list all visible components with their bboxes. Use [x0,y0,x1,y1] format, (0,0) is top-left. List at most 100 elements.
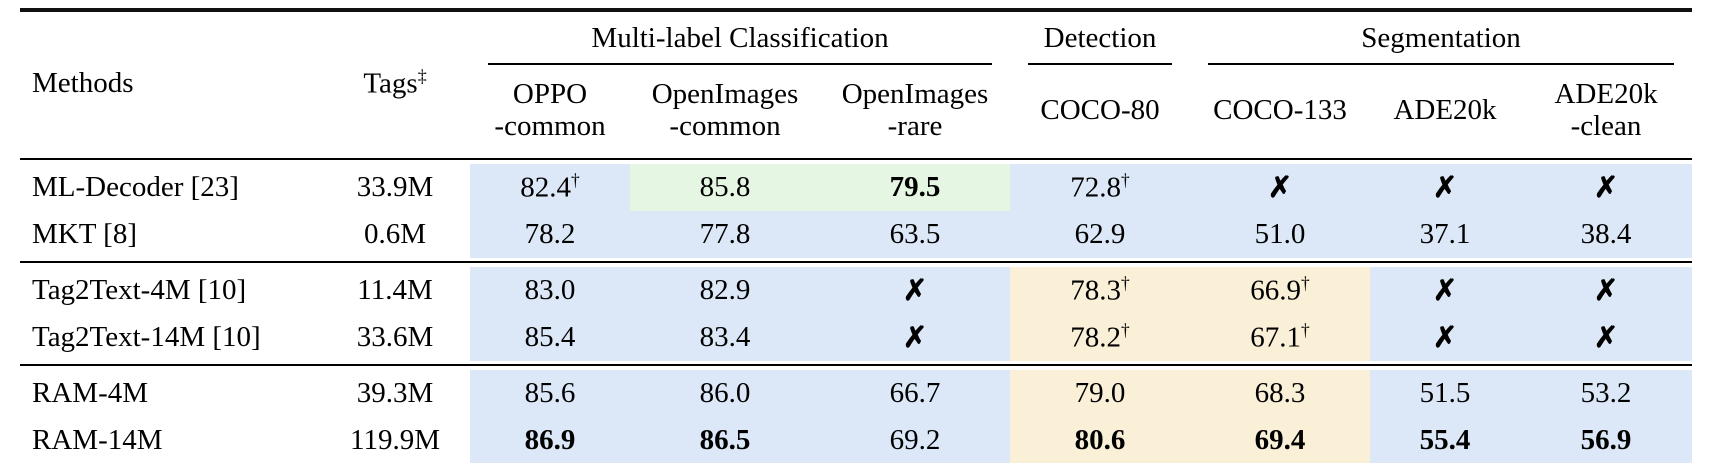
score-cell: ✗ [1370,314,1521,361]
group-header-segmentation: Segmentation [1190,12,1692,65]
score-cell: 86.5 [630,417,820,463]
group-label: Multi-label Classification [591,22,889,54]
score-cell: ✗ [1370,164,1521,211]
score-cell: 53.2 [1520,370,1693,417]
dagger-superscript: † [571,170,580,191]
score-cell: 80.6 [1010,417,1191,463]
cross-mark: ✗ [1432,172,1458,204]
score-cell: 55.4 [1370,417,1521,463]
methods-header-label: Methods [32,67,134,99]
double-dagger-superscript: ‡ [417,66,427,87]
group-label-with-rule: Segmentation [1208,22,1675,65]
tags-cell: 33.9M [356,171,434,203]
score-cell: ✗ [1520,267,1693,314]
score-cell: 83.4 [630,314,820,361]
method-cell: RAM-4M [32,377,149,409]
score-cell: 79.5 [820,164,1011,211]
score-cell: 85.4 [470,314,630,361]
benchmark-results-table: Methods Tags‡ Multi-label Classification… [20,8,1693,463]
method-cell: MKT [8] [32,218,137,250]
cross-mark: ✗ [1432,275,1458,307]
column-header-ade20k: ADE20k [1393,93,1497,126]
cross-mark: ✗ [1593,275,1619,307]
score-cell: ✗ [1520,314,1693,361]
score-cell: 67.1† [1190,314,1371,361]
cross-mark: ✗ [902,275,928,307]
score-cell: 37.1 [1370,211,1521,258]
score-cell: ✗ [1370,267,1521,314]
score-cell: 82.9 [630,267,820,314]
column-header-openimages-common: OpenImages -common [651,77,799,142]
column-header-oppo-common: OPPO -common [494,77,606,142]
score-cell: ✗ [820,267,1011,314]
column-header-coco-80: COCO-80 [1040,93,1160,126]
method-cell: ML-Decoder [23] [32,171,239,203]
score-cell: 78.2† [1010,314,1191,361]
table-row-tag2text-4m: Tag2Text-4M [10] 11.4M 83.0 82.9 ✗ 78.3†… [20,267,1693,314]
group-header-row: Methods Tags‡ Multi-label Classification… [20,12,1692,100]
score-cell: 79.0 [1010,370,1191,417]
tags-cell: 11.4M [357,274,433,306]
score-cell: 56.9 [1520,417,1693,463]
column-header-coco-133: COCO-133 [1213,93,1347,126]
score-cell: 51.0 [1190,211,1371,258]
cross-mark: ✗ [1593,172,1619,204]
cross-mark: ✗ [1267,172,1293,204]
header-body-rule [20,155,1693,164]
score-cell: 83.0 [470,267,630,314]
score-cell: 85.8 [630,164,820,211]
score-cell: 66.9† [1190,267,1371,314]
column-header-methods: Methods [20,12,320,155]
column-header-tags: Tags‡ [320,12,470,155]
table-row-ram-14m: RAM-14M 119.9M 86.9 86.5 69.2 80.6 69.4 … [20,417,1693,463]
cross-mark: ✗ [902,322,928,354]
tags-cell: 39.3M [356,377,434,409]
table-header: Methods Tags‡ Multi-label Classification… [20,12,1692,155]
group-label-with-rule: Detection [1028,22,1173,65]
cross-mark: ✗ [1593,322,1619,354]
tags-cell: 33.6M [356,321,434,353]
table-row-tag2text-14m: Tag2Text-14M [10] 33.6M 85.4 83.4 ✗ 78.2… [20,314,1693,361]
section-rule [20,258,1693,267]
tags-cell: 119.9M [350,424,440,456]
table-row-ram-4m: RAM-4M 39.3M 85.6 86.0 66.7 79.0 68.3 51… [20,370,1693,417]
score-cell: 51.5 [1370,370,1521,417]
dagger-superscript: † [1121,273,1130,294]
score-cell: ✗ [820,314,1011,361]
method-cell: Tag2Text-14M [10] [32,321,261,353]
score-cell: 38.4 [1520,211,1693,258]
score-cell: 69.4 [1190,417,1371,463]
score-cell: 86.9 [470,417,630,463]
group-label: Segmentation [1361,22,1521,54]
score-cell: ✗ [1520,164,1693,211]
table-row-ml-decoder: ML-Decoder [23] 33.9M 82.4† 85.8 79.5 72… [20,164,1693,211]
group-label-with-rule: Multi-label Classification [488,22,993,65]
table-row-mkt: MKT [8] 0.6M 78.2 77.8 63.5 62.9 51.0 37… [20,211,1693,258]
score-cell: 63.5 [820,211,1011,258]
score-cell: ✗ [1190,164,1371,211]
score-cell: 69.2 [820,417,1011,463]
column-header-openimages-rare: OpenImages -rare [841,77,989,142]
score-cell: 66.7 [820,370,1011,417]
method-cell: Tag2Text-4M [10] [32,274,247,306]
tags-cell: 0.6M [363,218,427,250]
group-header-detection: Detection [1010,12,1190,65]
score-cell: 78.3† [1010,267,1191,314]
method-cell: RAM-14M [32,424,163,456]
score-cell: 78.2 [470,211,630,258]
dagger-superscript: † [1121,170,1130,191]
score-cell: 68.3 [1190,370,1371,417]
group-label: Detection [1043,22,1157,54]
score-cell: 72.8† [1010,164,1191,211]
group-header-multilabel-classification: Multi-label Classification [470,12,1010,65]
section-rule [20,361,1693,370]
dagger-superscript: † [1301,273,1310,294]
cross-mark: ✗ [1432,322,1458,354]
column-header-ade20k-clean: ADE20k -clean [1554,77,1658,142]
score-cell: 86.0 [630,370,820,417]
dagger-superscript: † [1121,320,1130,341]
dagger-superscript: † [1301,320,1310,341]
sub-header-row: OPPO -common OpenImages -common OpenImag… [20,65,1692,155]
score-cell: 62.9 [1010,211,1191,258]
